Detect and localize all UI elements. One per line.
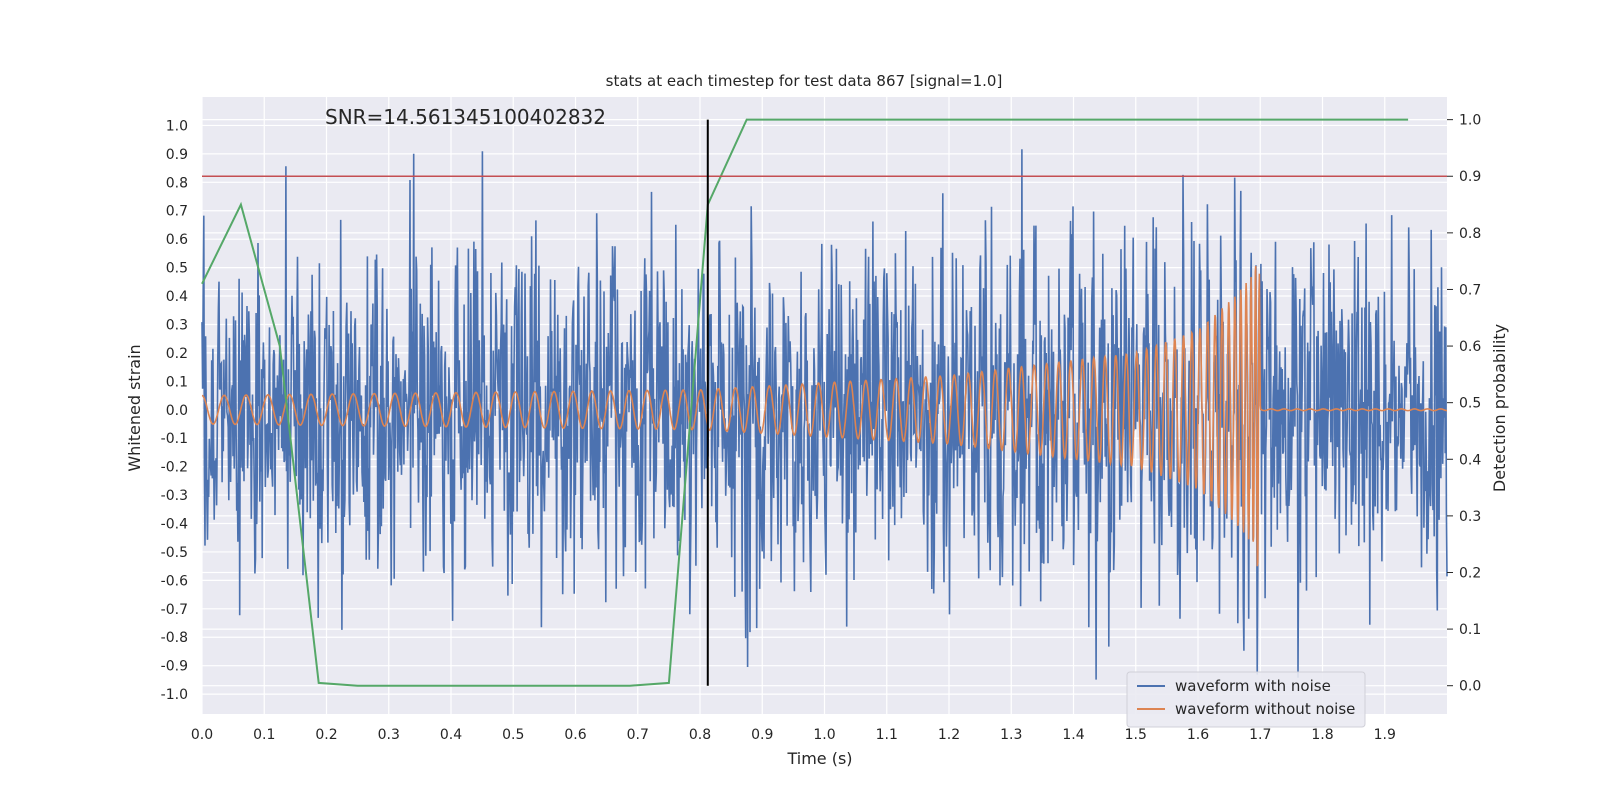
- x-tick-label: 0.3: [378, 727, 400, 743]
- y-right-tick-label: 0.4: [1459, 452, 1481, 468]
- y-left-tick-label: -0.1: [161, 431, 188, 447]
- x-tick-label: 0.2: [315, 727, 337, 743]
- y-left-tick-label: 0.8: [166, 175, 188, 191]
- x-tick-label: 1.6: [1187, 727, 1209, 743]
- x-tick-label: 1.9: [1374, 727, 1396, 743]
- legend-label-noisy: waveform with noise: [1175, 677, 1331, 695]
- legend: waveform with noise waveform without noi…: [1126, 671, 1366, 728]
- x-tick-label: 0.4: [440, 727, 462, 743]
- x-tick-label: 0.5: [502, 727, 524, 743]
- x-tick-label: 1.4: [1062, 727, 1084, 743]
- x-tick-label: 1.5: [1125, 727, 1147, 743]
- x-tick-label: 0.7: [627, 727, 649, 743]
- legend-box: [1126, 671, 1366, 728]
- legend-label-clean: waveform without noise: [1175, 700, 1355, 718]
- y-left-tick-label: 0.6: [166, 232, 188, 248]
- x-axis-label: Time (s): [786, 749, 852, 768]
- y-left-tick-label: 0.9: [166, 147, 188, 163]
- y-axis-left-label: Whitened strain: [125, 344, 144, 471]
- y-left-tick-label: -0.5: [161, 545, 188, 561]
- x-tick-label: 0.9: [751, 727, 773, 743]
- y-right-tick-label: 0.3: [1459, 509, 1481, 525]
- chart-title: stats at each timestep for test data 867…: [606, 72, 1003, 90]
- y-left-tick-label: -0.3: [161, 488, 188, 504]
- y-right-tick-label: 0.6: [1459, 339, 1481, 355]
- y-right-tick-label: 1.0: [1459, 113, 1481, 129]
- waveform-without-noise-line: [201, 265, 1447, 567]
- x-axis-ticks: 0.0 0.1 0.2 0.3 0.4 0.5 0.6 0.7 0.8 0.9 1.0 1.1 1.2 1…: [191, 727, 1396, 743]
- y-left-tick-label: 1.0: [166, 118, 188, 134]
- series-waveform-without-noise: [201, 265, 1447, 567]
- y-right-tick-label: 0.2: [1459, 565, 1481, 581]
- x-tick-label: 1.0: [813, 727, 835, 743]
- x-tick-label: 1.8: [1311, 727, 1333, 743]
- y-right-tick-label: 0.0: [1459, 679, 1481, 695]
- y-right-tick-label: 0.5: [1459, 396, 1481, 412]
- y-left-tick-label: -0.2: [161, 460, 188, 476]
- y-axis-left-ticks: -1.0 -0.9 -0.8 -0.7 -0.6 -0.5 -0.4 -0.3 -0.2 -0.1…: [161, 118, 188, 703]
- y-right-tick-label: 0.8: [1459, 226, 1481, 242]
- y-left-tick-label: 0.5: [166, 261, 188, 277]
- y-left-tick-label: -0.8: [161, 630, 188, 646]
- y-axis-right-ticks: 0.0 0.1 0.2 0.3 0.4 0.5 0.6 0.7 0.8 0.9 1.0: [1447, 113, 1481, 695]
- y-left-tick-label: 0.2: [166, 346, 188, 362]
- x-tick-label: 0.0: [191, 727, 213, 743]
- y-right-tick-label: 0.1: [1459, 622, 1481, 638]
- y-left-tick-label: 0.4: [166, 289, 188, 305]
- threshold-and-marker: [202, 119, 1447, 686]
- y-left-tick-label: -0.6: [161, 573, 188, 589]
- x-tick-label: 0.6: [564, 727, 586, 743]
- x-tick-label: 1.1: [876, 727, 898, 743]
- y-left-tick-label: -0.7: [161, 602, 188, 618]
- y-left-tick-label: -0.4: [161, 516, 188, 532]
- snr-annotation: SNR=14.561345100402832: [325, 105, 606, 129]
- x-tick-label: 0.8: [689, 727, 711, 743]
- y-left-tick-label: -0.9: [161, 659, 188, 675]
- y-left-tick-label: -1.0: [161, 687, 188, 703]
- y-right-tick-label: 0.7: [1459, 282, 1481, 298]
- y-left-tick-label: 0.3: [166, 317, 188, 333]
- x-tick-label: 1.7: [1249, 727, 1271, 743]
- x-tick-label: 0.1: [253, 727, 275, 743]
- x-tick-label: 1.3: [1000, 727, 1022, 743]
- y-right-tick-label: 0.9: [1459, 169, 1481, 185]
- y-left-tick-label: 0.1: [166, 374, 188, 390]
- detection-probability-line: [201, 118, 1409, 687]
- y-left-tick-label: 0.0: [166, 403, 188, 419]
- y-axis-right-label: Detection probability: [1490, 324, 1509, 492]
- y-left-tick-label: 0.7: [166, 204, 188, 220]
- x-tick-label: 1.2: [938, 727, 960, 743]
- series-detection-probability: [201, 118, 1409, 687]
